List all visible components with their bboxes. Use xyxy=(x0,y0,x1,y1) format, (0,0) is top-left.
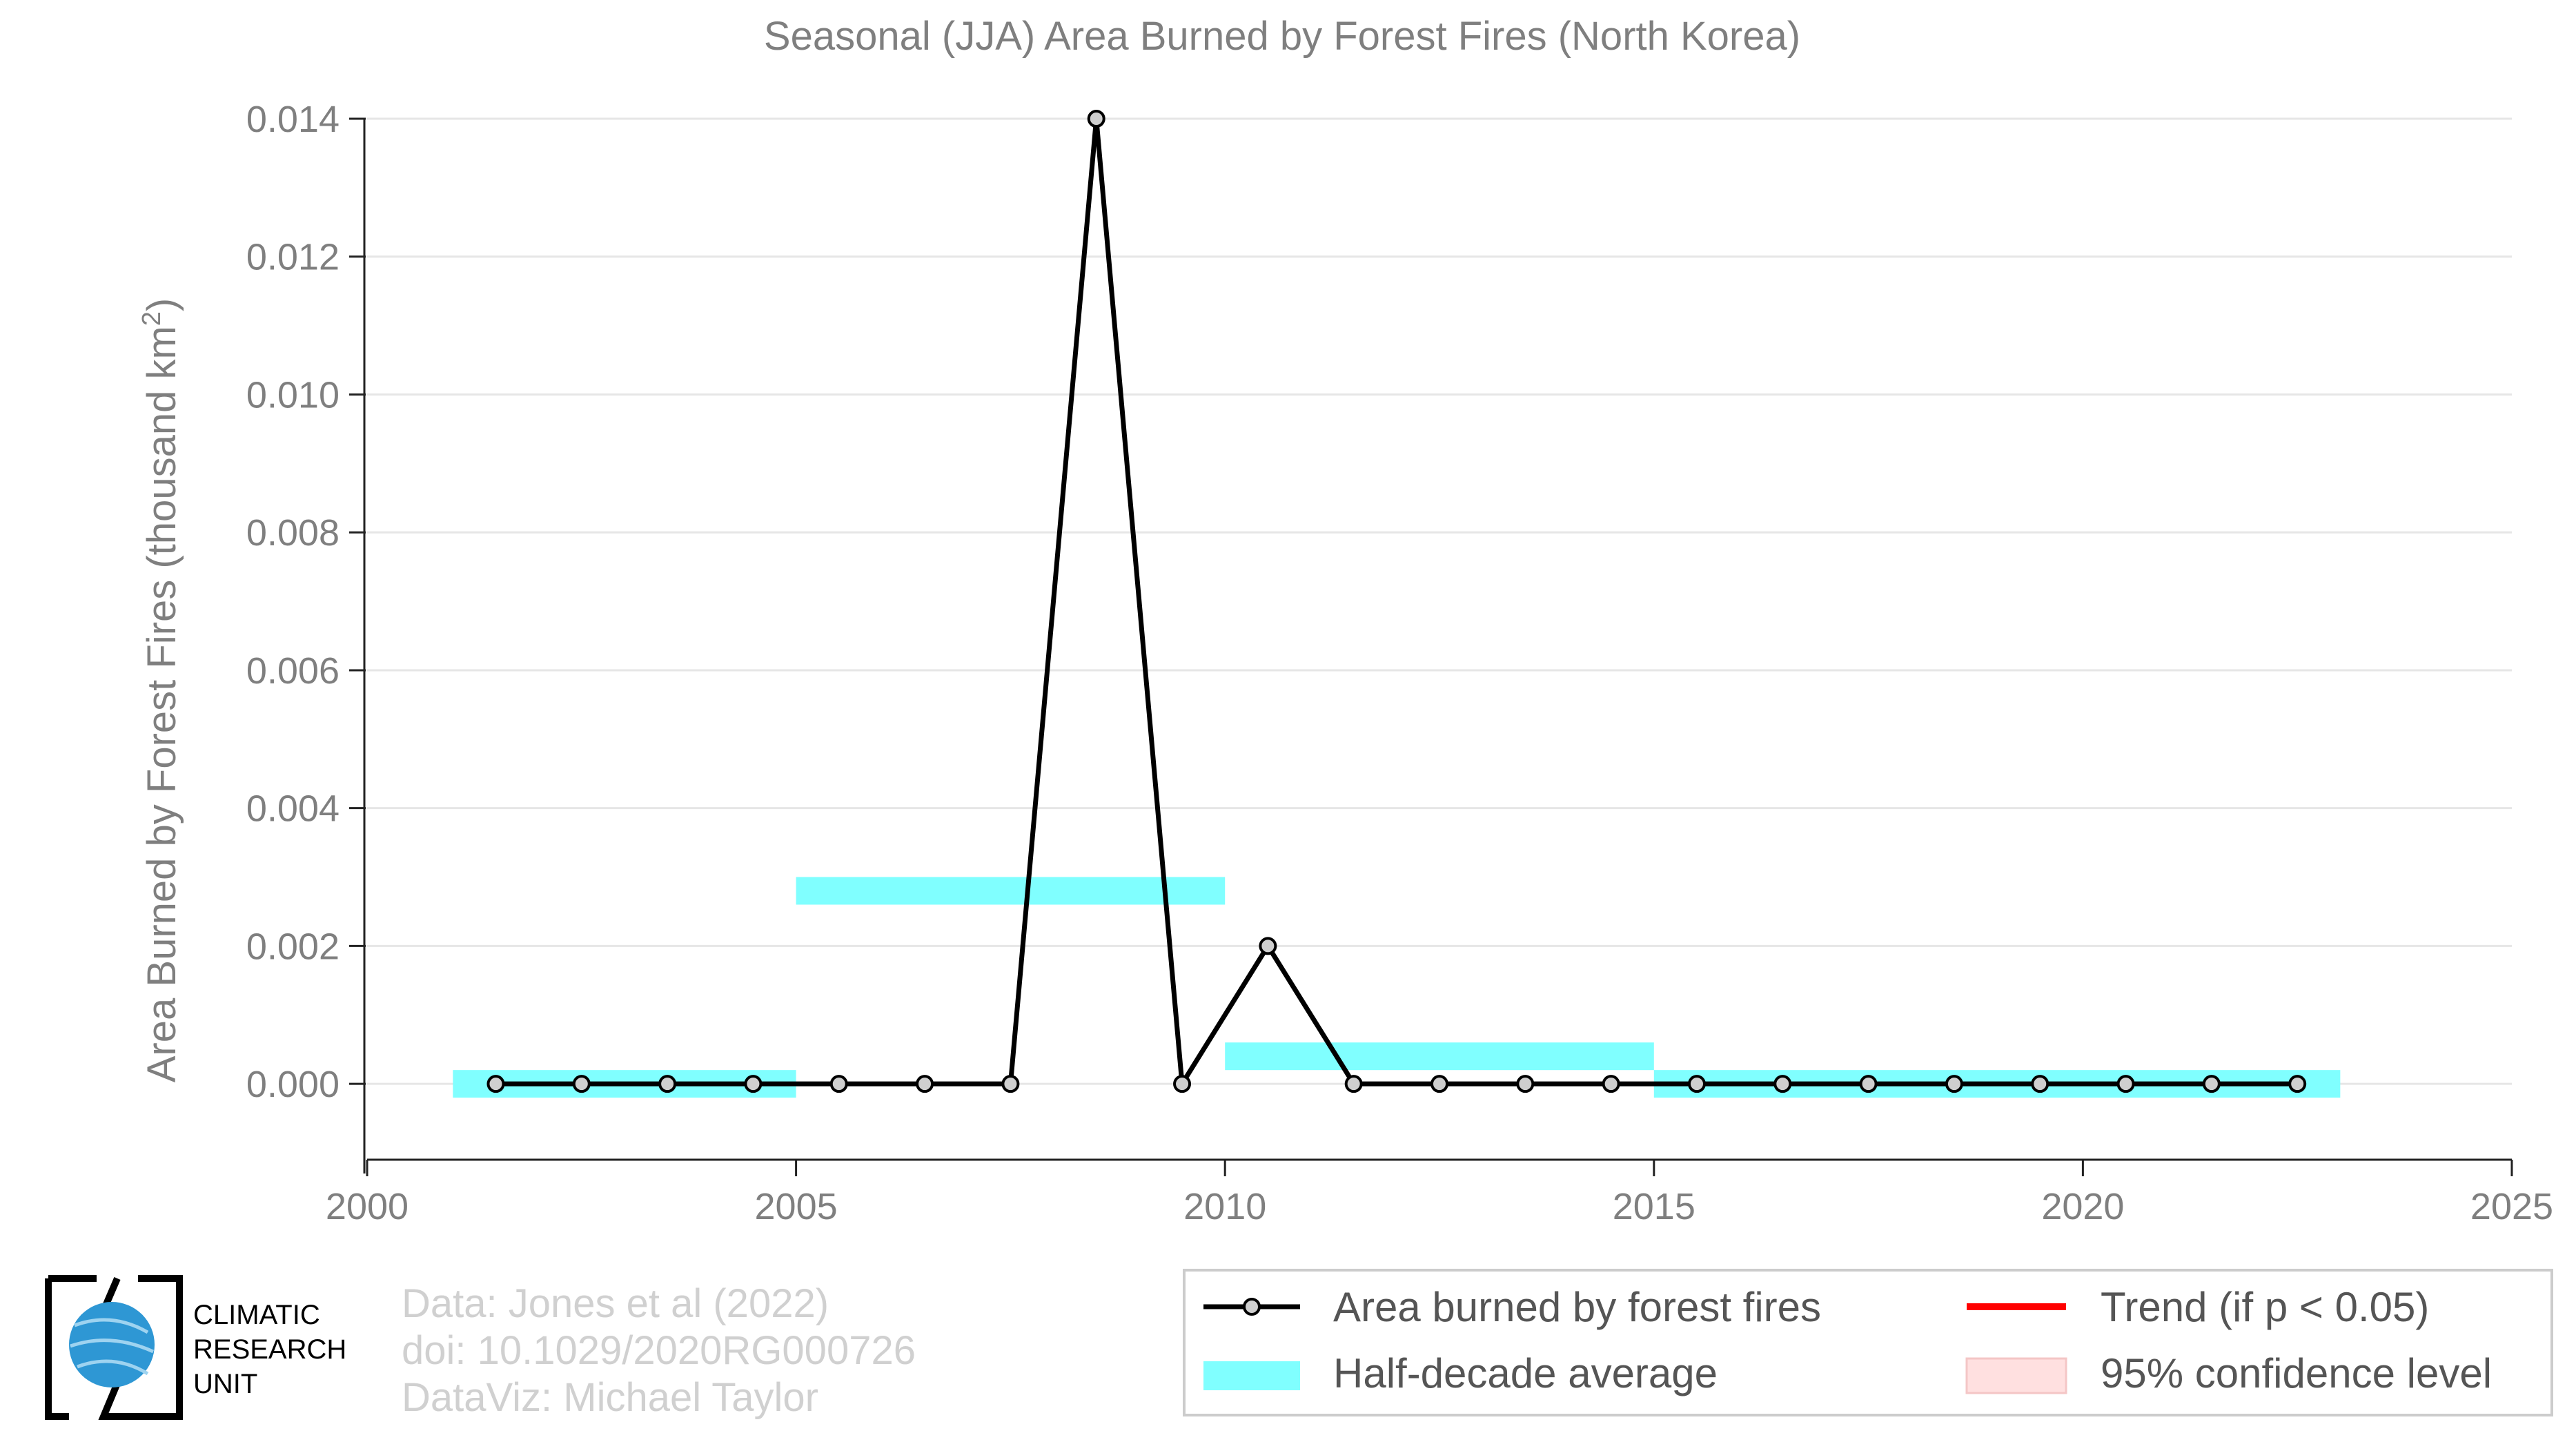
data-point xyxy=(1859,1075,1878,1093)
y-tick-label: 0.000 xyxy=(246,1064,340,1105)
globe-lines-icon xyxy=(70,1318,155,1376)
logo-line-2: RESEARCH xyxy=(193,1334,346,1365)
y-tick-label: 0.010 xyxy=(246,374,340,416)
logo-line-3: UNIT xyxy=(193,1369,257,1399)
chart-title: Seasonal (JJA) Area Burned by Forest Fir… xyxy=(764,14,1800,59)
x-tick-label: 2000 xyxy=(326,1186,409,1227)
logo-line-1: CLIMATIC xyxy=(193,1300,320,1330)
axes xyxy=(349,117,2513,1176)
y-axis-label-close: ) xyxy=(139,298,184,311)
half-decade-bars xyxy=(453,877,2341,1098)
series-points xyxy=(486,110,2307,1093)
legend-box xyxy=(1183,1269,2553,1416)
y-tick-label: 0.004 xyxy=(246,788,340,830)
credit-data-source: Data: Jones et al (2022) xyxy=(402,1281,829,1326)
y-tick-label: 0.002 xyxy=(246,926,340,967)
gridlines xyxy=(367,117,2512,1085)
data-point xyxy=(1516,1075,1535,1093)
y-tick-label: 0.014 xyxy=(246,99,340,140)
y-axis-label: Area Burned by Forest Fires (thousand km… xyxy=(137,298,184,1083)
x-tick-label: 2015 xyxy=(1613,1186,1695,1227)
legend: Area burned by forest fires Half-decade … xyxy=(1183,1269,2553,1416)
data-point xyxy=(1687,1075,1706,1093)
x-tick-label: 2005 xyxy=(755,1186,838,1227)
half-decade-bar xyxy=(1225,1042,1654,1071)
series-line xyxy=(495,116,2298,1087)
x-tick-label: 2020 xyxy=(2041,1186,2124,1227)
data-point xyxy=(2116,1075,2135,1093)
tick-labels: 0.000 0.002 0.004 0.006 0.008 0.010 0.012 0.014… xyxy=(246,99,2553,1227)
y-tick-label: 0.006 xyxy=(246,650,340,692)
data-point xyxy=(1773,1075,1792,1093)
data-point xyxy=(829,1075,848,1093)
legend-marker-swatch xyxy=(1243,1298,1261,1316)
legend-half-decade-swatch xyxy=(1203,1361,1300,1390)
data-point xyxy=(1001,1075,1020,1093)
legend-label-area-burned: Area burned by forest fires xyxy=(1333,1284,1821,1330)
legend-label-confidence: 95% confidence level xyxy=(2101,1350,2492,1396)
data-point xyxy=(1602,1075,1620,1093)
credit-dataviz: DataViz: Michael Taylor xyxy=(402,1375,818,1420)
globe-icon xyxy=(69,1302,155,1387)
x-tick-label: 2025 xyxy=(2470,1186,2553,1227)
data-point xyxy=(2202,1075,2221,1093)
data-point xyxy=(658,1075,677,1093)
y-tick-label: 0.008 xyxy=(246,512,340,554)
series-line-layer xyxy=(495,116,2298,1087)
x-tick-label: 2010 xyxy=(1183,1186,1266,1227)
legend-label-trend: Trend (if p < 0.05) xyxy=(2101,1284,2429,1330)
data-point xyxy=(2031,1075,2049,1093)
logo-frame-icon xyxy=(45,1275,183,1420)
half-decade-bar xyxy=(796,877,1226,905)
cru-logo: CLIMATIC RESEARCH UNIT xyxy=(45,1275,346,1420)
data-point xyxy=(916,1075,934,1093)
data-point xyxy=(1945,1075,1963,1093)
y-axis-label-main: Area Burned by Forest Fires (thousand km xyxy=(139,326,184,1082)
data-point xyxy=(1259,937,1277,955)
credit-doi: doi: 10.1029/2020RG000726 xyxy=(402,1328,916,1373)
data-point xyxy=(744,1075,763,1093)
data-point xyxy=(1087,110,1105,128)
data-point xyxy=(1344,1075,1363,1093)
data-point xyxy=(2288,1075,2307,1093)
data-point xyxy=(486,1075,505,1093)
legend-label-half-decade: Half-decade average xyxy=(1333,1350,1718,1396)
legend-confidence-swatch xyxy=(1965,1357,2067,1394)
data-point xyxy=(572,1075,591,1093)
y-tick-label: 0.012 xyxy=(246,237,340,278)
y-axis-label-superscript: 2 xyxy=(137,311,166,326)
data-point xyxy=(1173,1075,1192,1093)
data-point xyxy=(1430,1075,1448,1093)
